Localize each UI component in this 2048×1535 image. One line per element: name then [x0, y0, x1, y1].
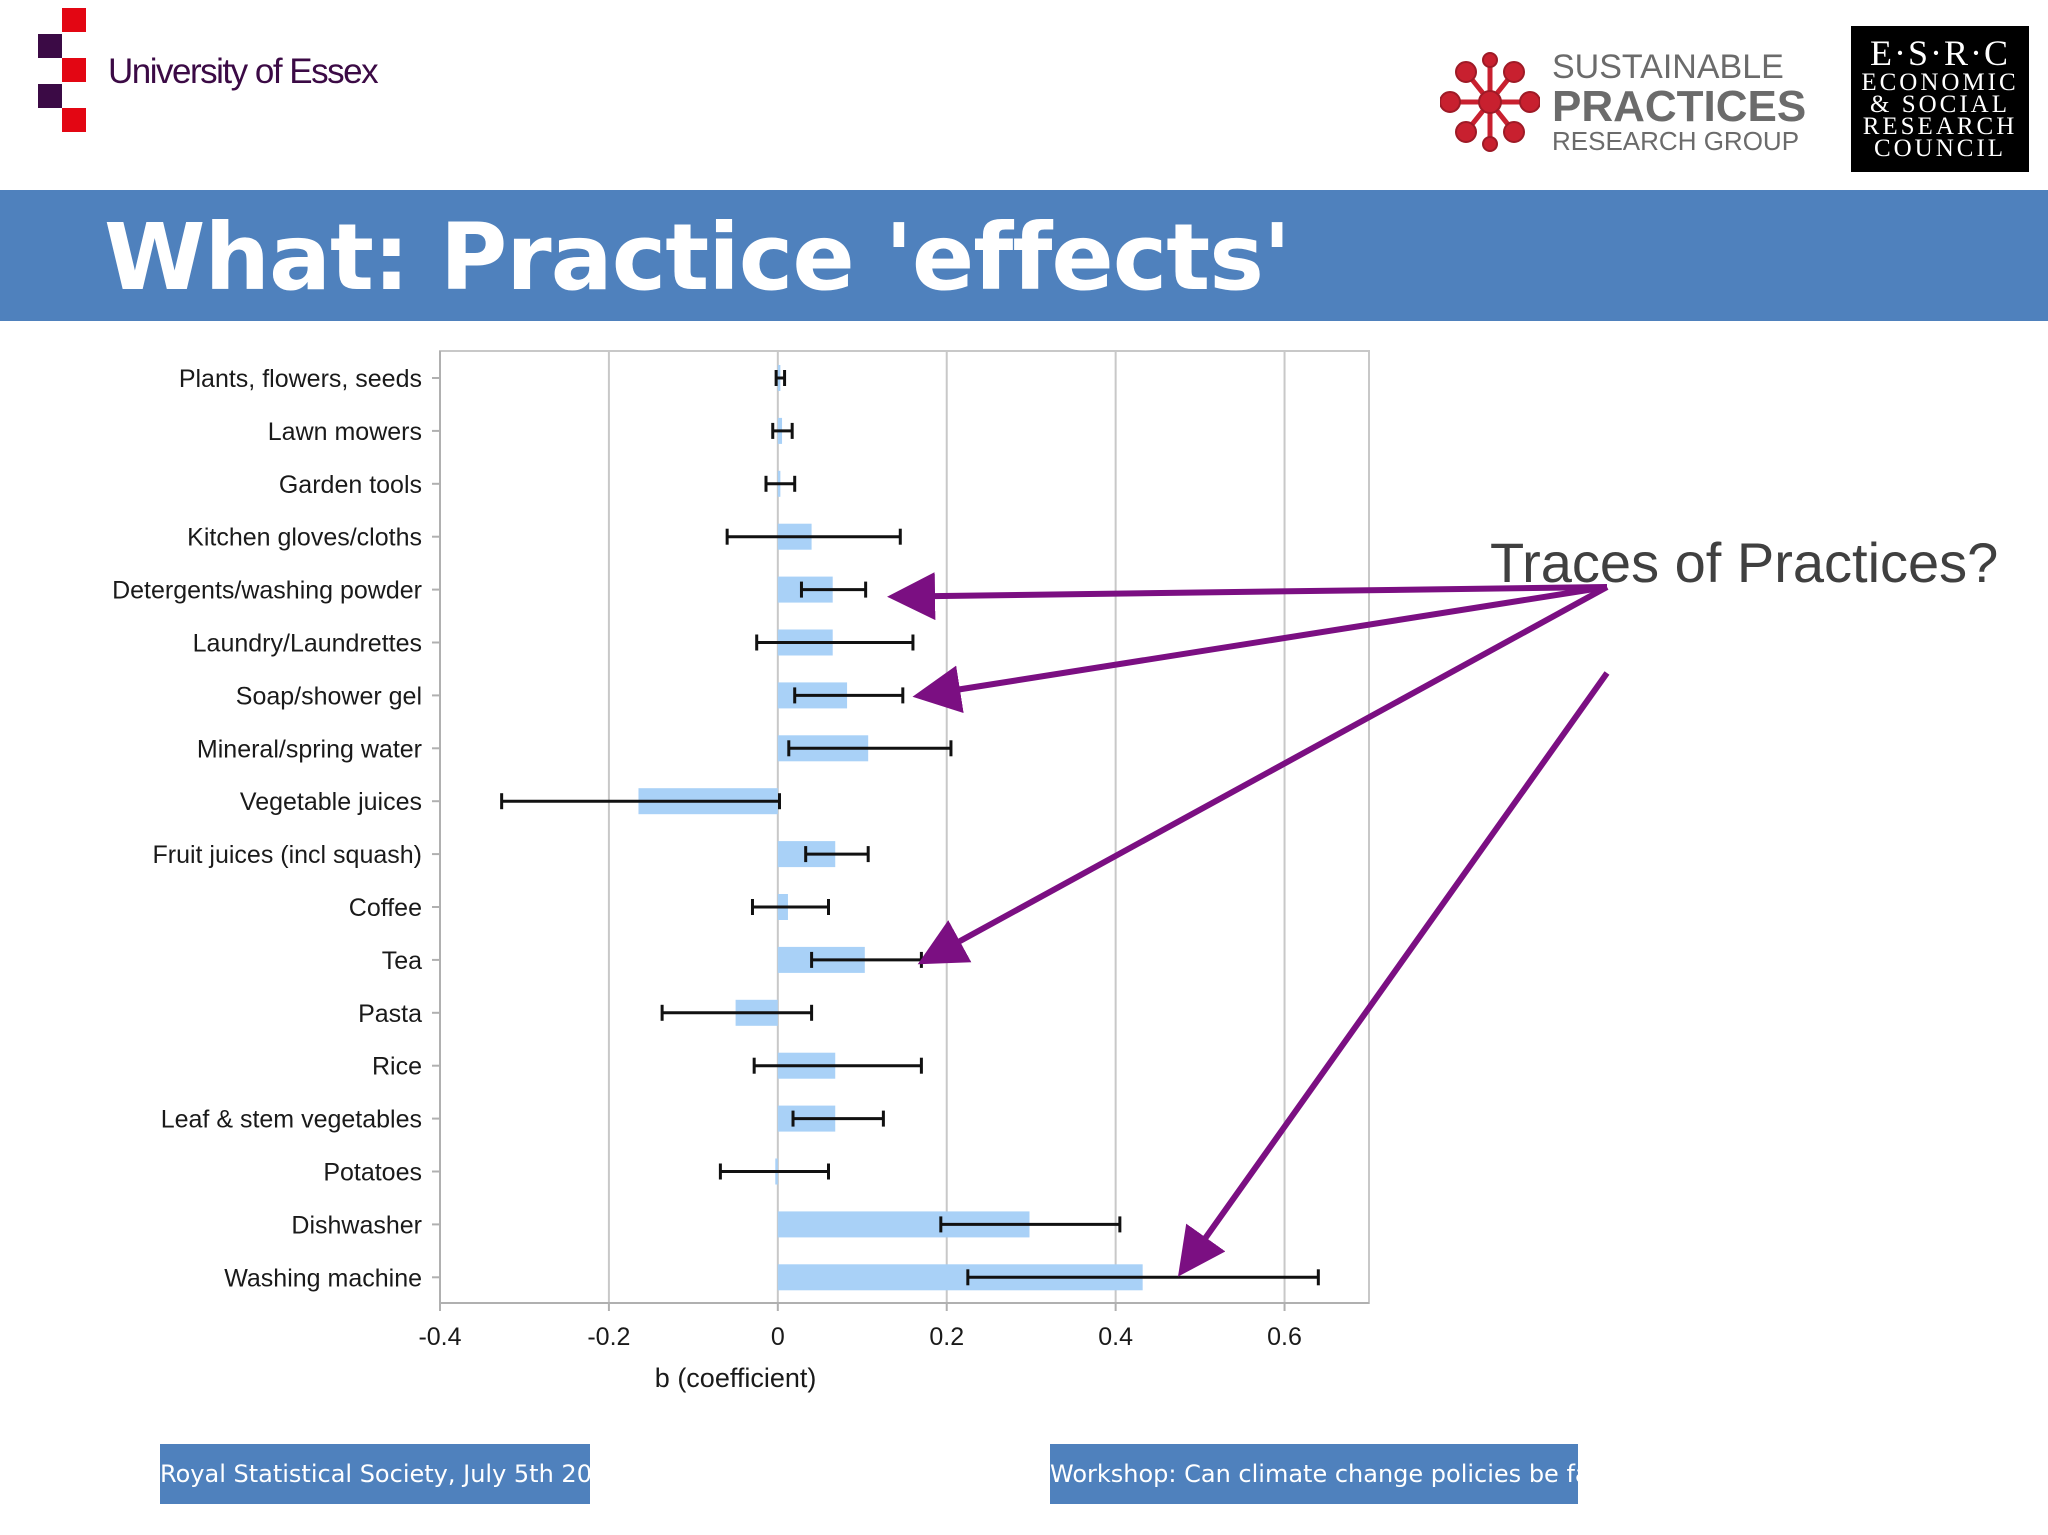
x-tick-label-5: 0.6 [1267, 1323, 1302, 1351]
category-label-0: Plants, flowers, seeds [179, 365, 422, 393]
arrow-2 [917, 584, 1609, 965]
category-label-3: Kitchen gloves/cloths [187, 524, 422, 552]
x-tick-label-3: 0.2 [929, 1323, 964, 1351]
category-label-4: Detergents/washing powder [112, 577, 422, 605]
traces-of-practices-annotation: Traces of Practices? [1490, 531, 1999, 594]
category-label-2: Garden tools [279, 471, 422, 499]
x-axis-title: b (coefficient) [655, 1363, 817, 1393]
category-label-12: Pasta [358, 1000, 422, 1028]
category-label-7: Mineral/spring water [197, 735, 422, 763]
slide-title: What: Practice 'effects' [104, 204, 1291, 311]
category-label-13: Rice [372, 1053, 422, 1081]
category-label-15: Potatoes [323, 1159, 422, 1187]
essex-logo-mark [38, 8, 86, 132]
spr-logo-line1: SUSTAINABLE [1552, 48, 1784, 86]
spr-logo-line3: RESEARCH GROUP [1552, 126, 1800, 156]
esrc-logo-line5: COUNCIL [1873, 135, 2007, 162]
university-name: University of Essex [108, 52, 379, 91]
category-label-9: Fruit juices (incl squash) [152, 841, 422, 869]
x-tick-label-2: 0 [771, 1323, 785, 1351]
spr-logo-line2: PRACTICES [1552, 82, 1807, 131]
x-tick-label-4: 0.4 [1098, 1323, 1133, 1351]
category-label-17: Washing machine [224, 1264, 422, 1292]
category-label-11: Tea [382, 947, 422, 975]
esrc-logo-line3: & SOCIAL [1870, 91, 2010, 118]
category-label-10: Coffee [349, 894, 422, 922]
footer-event: Royal Statistical Society, July 5th 2012 [160, 1444, 623, 1504]
category-label-16: Dishwasher [291, 1211, 422, 1239]
esrc-logo: E·S·R·C ECONOMIC & SOCIAL RESEARCH COUNC… [1851, 26, 2029, 172]
category-label-8: Vegetable juices [240, 788, 422, 816]
arrow-1 [912, 584, 1608, 714]
esrc-logo-line4: RESEARCH [1862, 113, 2018, 140]
x-tick-label-1: -0.2 [587, 1323, 630, 1351]
sustainable-practices-logo: SUSTAINABLE PRACTICES RESEARCH GROUP [1440, 48, 1806, 158]
university-of-essex-logo: University of Essex [36, 8, 416, 134]
esrc-logo-line1: E·S·R·C [1870, 33, 2010, 73]
category-label-5: Laundry/Laundrettes [193, 630, 422, 658]
category-label-14: Leaf & stem vegetables [161, 1106, 422, 1134]
title-bar: What: Practice 'effects' [0, 190, 2048, 321]
arrow-0 [887, 572, 1608, 621]
plot-frame [439, 350, 1370, 1304]
network-icon [1440, 52, 1540, 152]
arrow-3 [1177, 671, 1610, 1277]
x-tick-label-0: -0.4 [418, 1323, 461, 1351]
category-label-6: Soap/shower gel [236, 682, 422, 710]
esrc-logo-line2: ECONOMIC [1861, 69, 2019, 96]
footer-workshop: Workshop: Can climate change policies be… [1050, 1444, 1619, 1504]
category-label-1: Lawn mowers [268, 418, 422, 446]
